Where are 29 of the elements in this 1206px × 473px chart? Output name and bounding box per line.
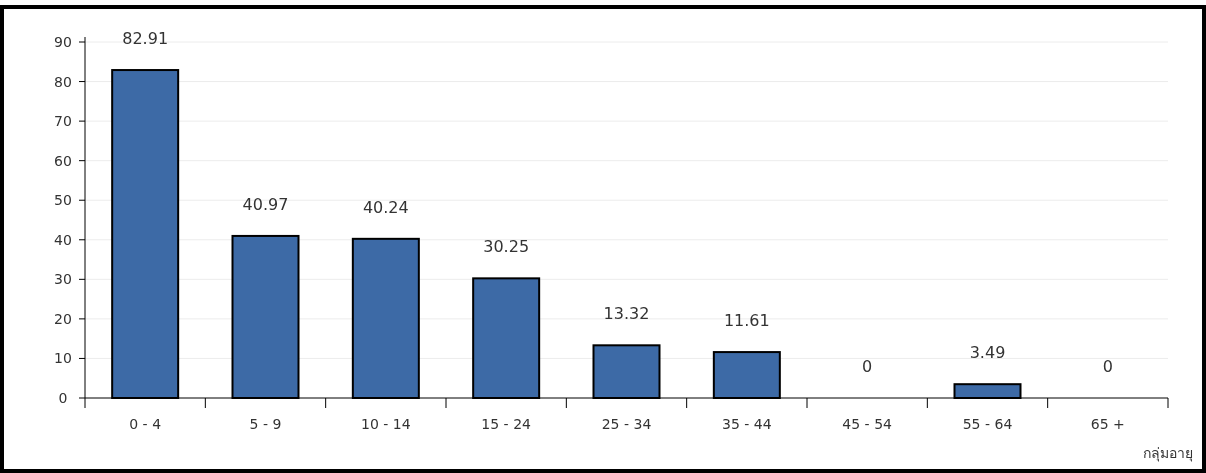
y-tick-label: 0 (58, 390, 68, 406)
data-label: 40.97 (242, 194, 289, 214)
x-tick-label: 0 - 4 (129, 416, 162, 432)
x-tick-label: 55 - 64 (962, 416, 1013, 432)
data-label: 13.32 (603, 304, 650, 324)
x-axis-title: กลุ่มอายุ (1143, 445, 1193, 462)
x-tick-label: 15 - 24 (481, 416, 532, 432)
data-label: 0 (1102, 357, 1113, 376)
x-tick-label: 35 - 44 (722, 416, 772, 432)
x-tick-label: 25 - 34 (601, 416, 652, 432)
data-label: 3.49 (969, 343, 1006, 363)
data-label: 0 (862, 357, 873, 376)
data-label: 11.61 (723, 311, 770, 331)
y-tick-label: 50 (54, 192, 72, 209)
x-tick-label: 5 - 9 (249, 416, 282, 432)
y-tick-label: 40 (54, 231, 72, 248)
y-tick-label: 10 (54, 350, 72, 367)
y-tick-label: 80 (54, 73, 72, 90)
data-label: 40.24 (362, 197, 409, 217)
y-tick-label: 30 (54, 271, 72, 288)
x-tick-label: 45 - 54 (842, 416, 893, 432)
y-tick-label: 60 (54, 152, 72, 169)
y-tick-label: 20 (54, 310, 72, 327)
data-label: 82.91 (122, 29, 169, 49)
x-tick-label: 65 + (1090, 416, 1125, 432)
y-tick-label: 70 (54, 113, 72, 130)
y-tick-label: 90 (54, 34, 72, 50)
x-tick-label: 10 - 14 (361, 416, 411, 432)
data-label: 30.25 (483, 237, 530, 257)
